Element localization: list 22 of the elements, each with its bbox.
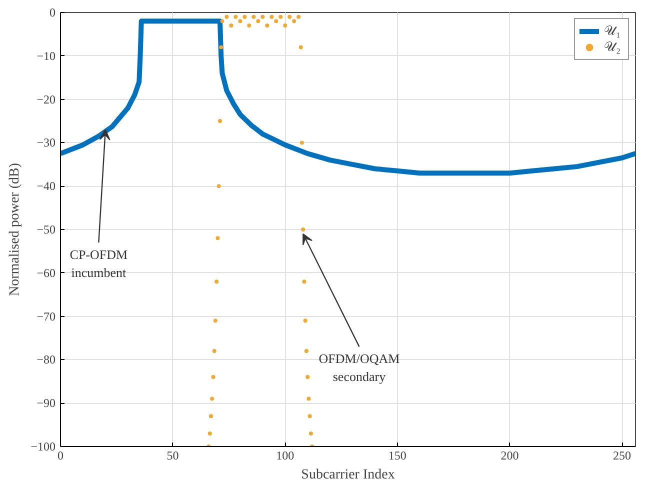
y-tick-label: −20 [36,92,56,106]
x-tick-label: 150 [388,448,406,462]
y-tick-label: −90 [36,396,56,410]
y-tick-label: −60 [36,266,56,280]
annotation: CP-OFDM incumbent [70,246,128,280]
y-tick-label: 0 [50,6,56,20]
y-tick-label: −80 [36,352,56,367]
x-tick-label: 50 [166,448,179,462]
y-tick-label: −40 [36,179,56,194]
y-axis-title: Normalised power (dB) [8,162,23,296]
x-axis-title: Subcarrier Index [301,468,395,482]
y-tick-label: −70 [36,309,56,324]
x-tick-label: 100 [276,448,294,462]
annotation: OFDM/OQAM secondary [318,351,400,384]
y-tick-label: −10 [36,48,56,63]
y-tick-label: −100 [30,440,56,454]
y-tick-label: −50 [36,222,56,236]
legend-label: 𝒰₁ [604,23,622,39]
x-tick-label: 200 [500,448,519,462]
legend-label: 𝒰₂ [604,39,622,55]
y-tick-label: −30 [36,136,56,150]
x-tick-label: 250 [613,448,632,462]
